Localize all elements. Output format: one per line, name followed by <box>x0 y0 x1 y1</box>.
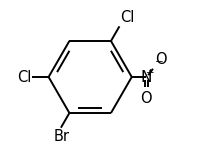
Text: −: − <box>154 57 163 67</box>
Text: Br: Br <box>53 129 69 144</box>
Text: N: N <box>140 69 151 85</box>
Text: O: O <box>140 91 151 106</box>
Text: O: O <box>154 52 166 67</box>
Text: +: + <box>145 68 154 78</box>
Text: Cl: Cl <box>119 10 133 25</box>
Text: Cl: Cl <box>17 69 31 85</box>
